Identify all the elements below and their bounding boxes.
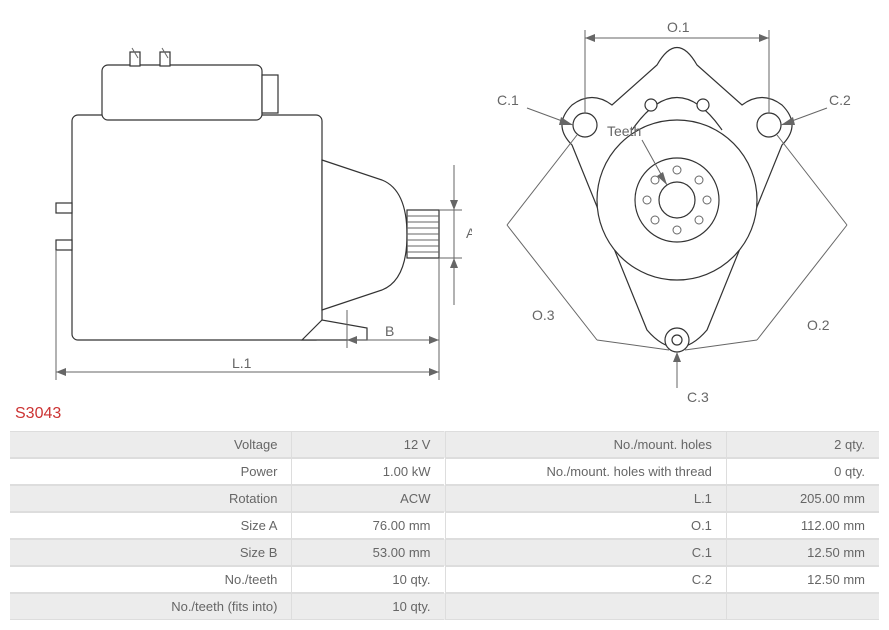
spec-label: No./teeth [10,566,292,593]
front-view-diagram: O.1 C.1 C.2 Teeth O.3 O.2 C.3 [477,10,877,410]
spec-label: O.1 [445,512,727,539]
spec-value: 1.00 kW [292,458,444,485]
spec-value: 10 qty. [292,566,444,593]
dim-label-o2: O.2 [807,317,830,333]
dim-label-teeth: Teeth [607,123,641,139]
spec-value: 112.00 mm [727,512,879,539]
spec-label: Rotation [10,485,292,512]
spec-value: ACW [292,485,444,512]
spec-value: 76.00 mm [292,512,444,539]
spec-label: C.1 [445,539,727,566]
spec-value: 205.00 mm [727,485,879,512]
spec-row: C.212.50 mm [445,566,880,593]
spec-row: L.1205.00 mm [445,485,880,512]
spec-value [727,593,879,620]
dim-label-c1: C.1 [497,92,519,108]
spec-label: No./teeth (fits into) [10,593,292,620]
dim-label-b: B [385,323,394,339]
spec-value: 53.00 mm [292,539,444,566]
spec-row: No./teeth (fits into)10 qty. [10,593,445,620]
diagrams-container: A B L.1 [10,10,879,400]
spec-row: Size B53.00 mm [10,539,445,566]
spec-row: Voltage12 V [10,431,445,458]
spec-row: No./mount. holes with thread0 qty. [445,458,880,485]
dim-label-a: A [466,225,472,241]
spec-label: Voltage [10,431,292,458]
dim-label-o3: O.3 [532,307,555,323]
dim-label-l1: L.1 [232,355,252,371]
spec-label: Size B [10,539,292,566]
spec-label: Power [10,458,292,485]
spec-label: Size A [10,512,292,539]
side-view-diagram: A B L.1 [12,10,472,390]
spec-value: 2 qty. [727,431,879,458]
spec-row: Size A76.00 mm [10,512,445,539]
spec-label: No./mount. holes with thread [445,458,727,485]
spec-table: Voltage12 V Power1.00 kW RotationACW Siz… [10,431,879,620]
spec-label: No./mount. holes [445,431,727,458]
spec-row: C.112.50 mm [445,539,880,566]
spec-row: Power1.00 kW [10,458,445,485]
spec-value: 0 qty. [727,458,879,485]
spec-value: 12.50 mm [727,566,879,593]
spec-column-left: Voltage12 V Power1.00 kW RotationACW Siz… [10,431,445,620]
spec-value: 12.50 mm [727,539,879,566]
spec-row: No./teeth10 qty. [10,566,445,593]
spec-row: RotationACW [10,485,445,512]
dim-label-c3: C.3 [687,389,709,405]
spec-label: C.2 [445,566,727,593]
dim-label-c2: C.2 [829,92,851,108]
spec-row: No./mount. holes2 qty. [445,431,880,458]
spec-label: L.1 [445,485,727,512]
spec-label [445,593,727,620]
spec-value: 12 V [292,431,444,458]
spec-column-right: No./mount. holes2 qty. No./mount. holes … [445,431,880,620]
spec-row [445,593,880,620]
dim-label-o1: O.1 [667,19,690,35]
spec-row: O.1112.00 mm [445,512,880,539]
spec-value: 10 qty. [292,593,444,620]
